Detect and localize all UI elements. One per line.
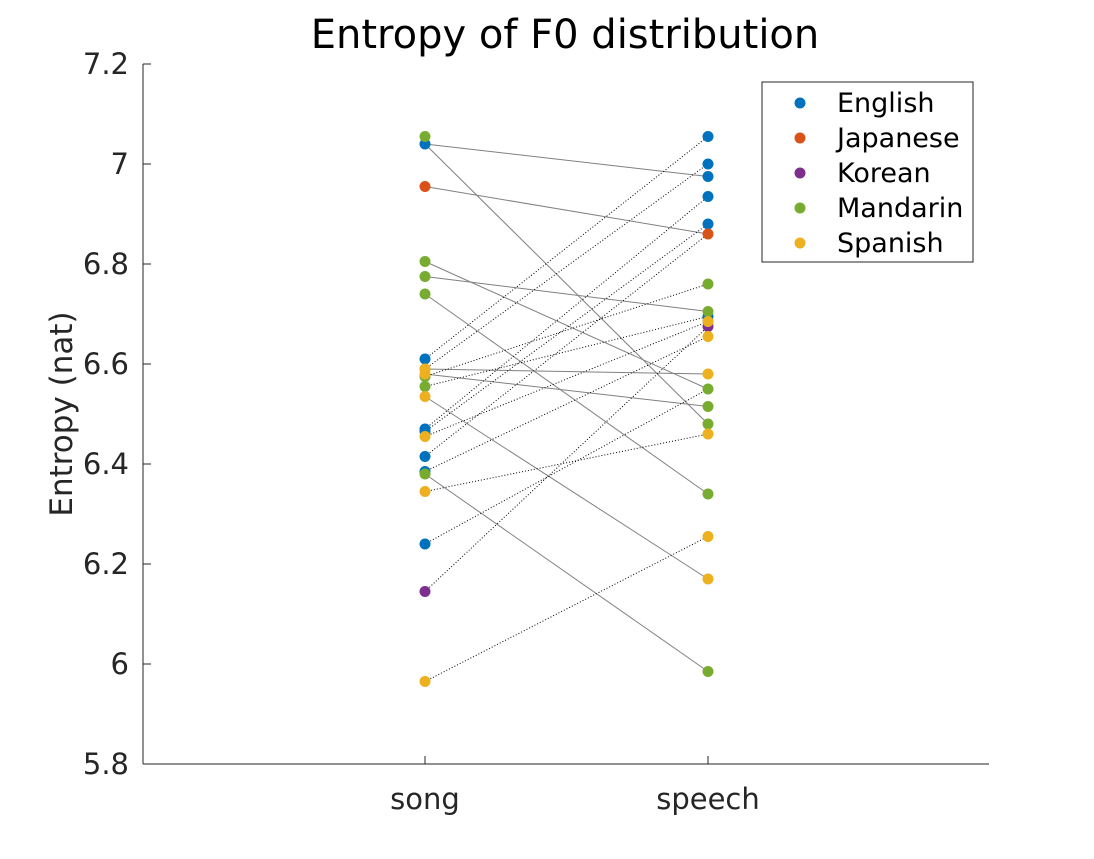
speech-point [702, 158, 714, 170]
song-point [419, 131, 431, 142]
chart-title: Entropy of F0 distribution [311, 12, 820, 58]
song-point [419, 538, 431, 550]
y-tick-label: 7.2 [83, 47, 129, 81]
speech-point [702, 228, 714, 240]
solid-connector-line [424, 396, 709, 580]
x-tick-label: speech [656, 782, 760, 816]
song-point [419, 468, 431, 480]
dotted-connector-line [424, 196, 709, 430]
song-point [419, 676, 431, 687]
data-points [419, 131, 714, 687]
y-tick-label: 7 [111, 147, 129, 181]
speech-point [702, 573, 714, 585]
legend-marker [794, 202, 806, 214]
solid-connector-line [424, 276, 709, 312]
song-point [419, 271, 431, 282]
y-tick-label: 6.4 [83, 447, 129, 481]
y-tick-label: 5.8 [83, 747, 129, 781]
speech-point [702, 666, 714, 677]
axes: 5.8 6 6.2 6.4 6.6 6.8 7 7.2 song speech [83, 47, 989, 816]
legend-marker [794, 167, 806, 179]
speech-point [702, 368, 714, 380]
dotted-connector-line [424, 283, 709, 377]
song-point [419, 256, 431, 267]
legend: English Japanese Korean Mandarin Spanish [761, 81, 974, 263]
solid-connector-line [424, 373, 709, 407]
solid-connector-line [424, 143, 709, 425]
song-point [419, 181, 431, 192]
x-tick-label: song [390, 782, 460, 816]
solid-connector-line [424, 293, 709, 495]
song-point [419, 486, 431, 497]
legend-label: Japanese [835, 123, 960, 154]
dotted-connector-line [424, 223, 709, 432]
solid-connector-line [424, 473, 709, 672]
y-axis-label: Entropy (nat) [44, 311, 80, 516]
speech-point [702, 191, 714, 202]
song-point [419, 431, 431, 442]
solid-connector-line [424, 368, 709, 375]
dotted-connector-line [424, 316, 709, 387]
y-tick-label: 6 [111, 647, 129, 681]
dotted-connector-line [424, 388, 709, 545]
speech-point [702, 306, 714, 317]
y-tick-label: 6.6 [83, 347, 129, 381]
speech-point [702, 331, 714, 342]
speech-point [702, 401, 714, 412]
speech-point [702, 531, 714, 542]
legend-label: Korean [837, 158, 931, 189]
speech-point [702, 418, 714, 430]
song-point [419, 391, 431, 402]
dotted-connector-line [424, 233, 709, 457]
speech-point [702, 278, 714, 290]
legend-label: Mandarin [837, 193, 963, 224]
y-tick-label: 6.8 [83, 247, 129, 281]
song-point [419, 586, 431, 597]
song-point [419, 288, 431, 300]
speech-point [702, 383, 714, 395]
speech-point [702, 171, 714, 182]
dotted-connector-line [424, 163, 709, 370]
dotted-connector-line [424, 336, 709, 472]
song-point [419, 353, 431, 365]
solid-connector-line [424, 143, 709, 177]
legend-marker [794, 237, 806, 249]
speech-point [702, 488, 714, 500]
speech-point [702, 316, 714, 327]
legend-marker [794, 97, 806, 109]
y-tick-label: 6.2 [83, 547, 129, 581]
speech-point [702, 131, 714, 142]
dotted-connector-line [424, 536, 709, 682]
speech-point [702, 428, 714, 440]
legend-label: Spanish [837, 228, 944, 259]
speech-point [702, 218, 714, 230]
song-point [419, 451, 431, 462]
dotted-connector-line [424, 433, 709, 492]
connector-lines [424, 136, 709, 682]
song-point [419, 368, 431, 380]
song-point [419, 381, 431, 392]
legend-label: English [837, 88, 935, 119]
legend-marker [794, 132, 806, 144]
solid-connector-line [424, 186, 709, 235]
